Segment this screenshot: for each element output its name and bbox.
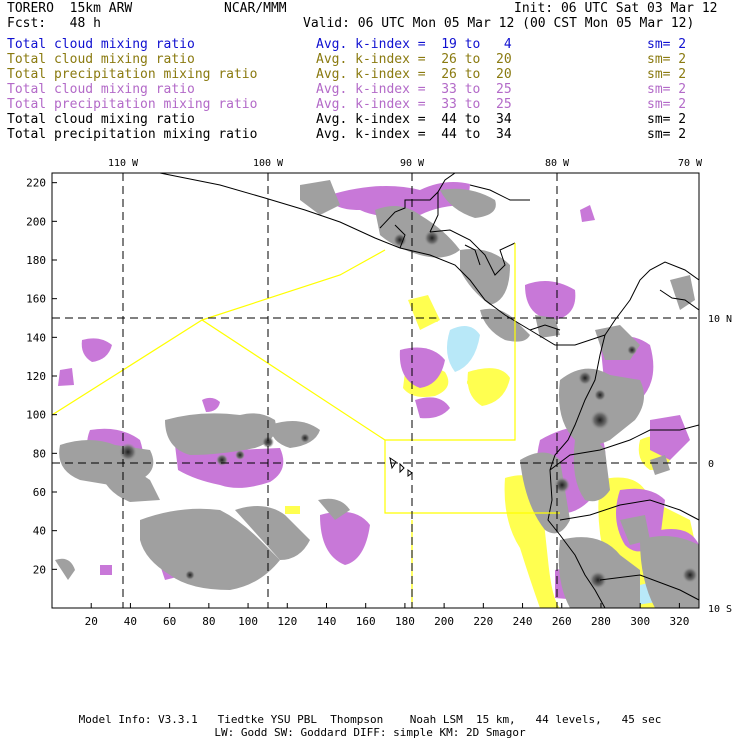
x-tick-label: 80 bbox=[202, 615, 215, 628]
legend-k-index: Avg. k-index = 19 to 4 bbox=[316, 37, 512, 52]
legend-k-index: Avg. k-index = 26 to 20 bbox=[316, 67, 512, 82]
legend-smoothing: sm= 2 bbox=[647, 52, 687, 67]
y-tick-label: 20 bbox=[33, 563, 46, 576]
y-tick-label: 180 bbox=[26, 254, 46, 267]
y-tick-label: 60 bbox=[33, 486, 46, 499]
legend-field: Total precipitation mixing ratio bbox=[7, 127, 258, 142]
y-tick-label: 120 bbox=[26, 370, 46, 383]
x-tick-label: 260 bbox=[552, 615, 572, 628]
latitude-label: 10 N bbox=[708, 314, 732, 325]
legend-smoothing: sm= 2 bbox=[647, 97, 687, 112]
init-time: Init: 06 UTC Sat 03 Mar 12 bbox=[514, 1, 718, 16]
legend-field: Total precipitation mixing ratio bbox=[7, 97, 258, 112]
latitude-label: 0 bbox=[708, 459, 714, 470]
y-tick-label: 80 bbox=[33, 447, 46, 460]
coastline bbox=[159, 173, 699, 608]
latitude-labels: 10 N 0 10 S bbox=[708, 314, 732, 615]
x-tick-label: 200 bbox=[434, 615, 454, 628]
annotation-n: n bbox=[495, 377, 501, 388]
longitude-label: 70 W bbox=[678, 158, 703, 169]
longitude-labels: 110 W 100 W 90 W 80 W 70 W bbox=[108, 158, 703, 169]
center-label: NCAR/MMM bbox=[224, 1, 287, 16]
latitude-label: 10 S bbox=[708, 604, 732, 615]
intense-cloud-cores bbox=[119, 230, 698, 589]
x-tick-label: 140 bbox=[317, 615, 337, 628]
legend-smoothing: sm= 2 bbox=[647, 127, 687, 142]
legend-field: Total cloud mixing ratio bbox=[7, 52, 195, 67]
y-tick-label: 160 bbox=[26, 293, 46, 306]
x-tick-label: 180 bbox=[395, 615, 415, 628]
x-tick-label: 300 bbox=[630, 615, 650, 628]
x-tick-label: 320 bbox=[669, 615, 689, 628]
annotation-mark: : bbox=[434, 314, 440, 325]
valid-time: Valid: 06 UTC Mon 05 Mar 12 (00 CST Mon … bbox=[303, 16, 695, 31]
x-tick-label: 220 bbox=[473, 615, 493, 628]
y-tick-label: 100 bbox=[26, 409, 46, 422]
model-info-line2: LW: Godd SW: Goddard DIFF: simple KM: 2D… bbox=[214, 726, 526, 739]
legend-k-index: Avg. k-index = 44 to 34 bbox=[316, 127, 512, 142]
map-annotations: c n : bbox=[434, 314, 501, 388]
annotation-c: c bbox=[466, 377, 472, 388]
x-tick-label: 60 bbox=[163, 615, 176, 628]
x-tick-label: 100 bbox=[238, 615, 258, 628]
legend-k-index: Avg. k-index = 26 to 20 bbox=[316, 52, 512, 67]
x-tick-label: 20 bbox=[85, 615, 98, 628]
legend-smoothing: sm= 2 bbox=[647, 37, 687, 52]
cloud-field-layer bbox=[52, 173, 699, 608]
y-axis-ticks: 20 40 60 80 100 120 140 160 180 200 220 bbox=[26, 177, 57, 576]
legend-field: Total cloud mixing ratio bbox=[7, 112, 195, 127]
x-tick-label: 160 bbox=[356, 615, 376, 628]
longitude-label: 100 W bbox=[253, 158, 284, 169]
x-tick-label: 40 bbox=[124, 615, 137, 628]
heavy-cloud-areas bbox=[55, 180, 699, 608]
x-axis-ticks: 20 40 60 80 100 120 140 160 180 200 220 240 260 280 30… bbox=[85, 603, 689, 628]
longitude-label: 90 W bbox=[400, 158, 425, 169]
y-tick-label: 200 bbox=[26, 215, 46, 228]
y-tick-label: 140 bbox=[26, 331, 46, 344]
model-name: TORERO 15km ARW bbox=[7, 1, 133, 16]
graticule bbox=[52, 173, 699, 608]
y-tick-label: 220 bbox=[26, 177, 46, 190]
x-tick-label: 280 bbox=[591, 615, 611, 628]
legend-smoothing: sm= 2 bbox=[647, 67, 687, 82]
model-info-line1: Model Info: V3.3.1 Tiedtke YSU PBL Thomp… bbox=[78, 713, 662, 726]
x-tick-label: 120 bbox=[277, 615, 297, 628]
legend-field: Total cloud mixing ratio bbox=[7, 37, 195, 52]
plot-frame bbox=[51, 172, 700, 609]
legend-smoothing: sm= 2 bbox=[647, 112, 687, 127]
legend-field: Total cloud mixing ratio bbox=[7, 82, 195, 97]
longitude-label: 80 W bbox=[545, 158, 570, 169]
longitude-label: 110 W bbox=[108, 158, 139, 169]
y-tick-label: 40 bbox=[33, 525, 46, 538]
legend-k-index: Avg. k-index = 33 to 25 bbox=[316, 82, 512, 97]
forecast-hour: Fcst: 48 h bbox=[7, 16, 101, 31]
legend-smoothing: sm= 2 bbox=[647, 82, 687, 97]
legend-k-index: Avg. k-index = 33 to 25 bbox=[316, 97, 512, 112]
x-tick-label: 240 bbox=[513, 615, 533, 628]
legend-k-index: Avg. k-index = 44 to 34 bbox=[316, 112, 512, 127]
legend-field: Total precipitation mixing ratio bbox=[7, 67, 258, 82]
